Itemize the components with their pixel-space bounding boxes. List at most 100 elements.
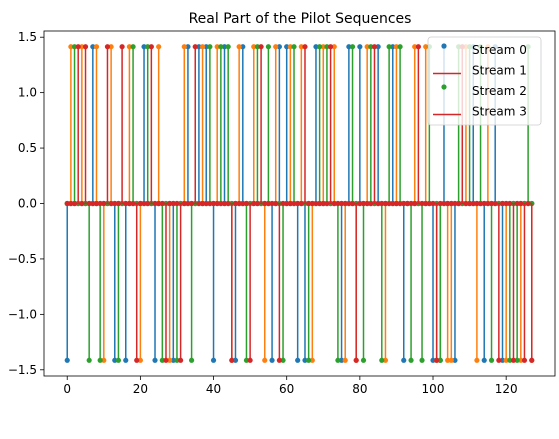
stem-marker <box>207 44 213 50</box>
stem-marker <box>452 357 458 363</box>
stem-marker <box>291 44 297 50</box>
stem-marker <box>112 357 118 363</box>
stem-marker <box>514 357 520 363</box>
stem-marker <box>426 200 432 207</box>
stem-marker <box>145 200 151 207</box>
y-tick-label: 1.5 <box>18 30 37 44</box>
stem-marker <box>243 357 250 363</box>
stem-marker <box>488 200 495 207</box>
stem-marker <box>456 200 462 207</box>
stem-marker <box>251 44 257 50</box>
stem-marker <box>445 200 451 207</box>
stem-marker <box>320 44 326 50</box>
stem-marker <box>221 44 228 50</box>
stem-marker <box>130 200 136 207</box>
stem-marker <box>214 44 220 50</box>
stem-marker <box>499 200 506 207</box>
stem-marker <box>445 357 451 363</box>
stem-marker <box>302 44 308 50</box>
legend[interactable]: Stream 0 Stream 1 Stream 2 Stream 3 <box>427 36 542 126</box>
stem-marker <box>188 200 195 207</box>
stem-marker <box>134 357 140 363</box>
stem-marker <box>258 44 264 50</box>
stem-marker <box>163 357 169 363</box>
stem-marker <box>291 200 297 207</box>
stem-marker <box>97 200 103 207</box>
stem-marker <box>221 200 228 207</box>
stem-marker <box>265 44 272 50</box>
stem-marker <box>112 200 118 207</box>
stem-marker <box>262 200 268 207</box>
stem-marker <box>240 44 246 50</box>
stem-marker <box>93 44 100 50</box>
stem-marker <box>152 357 158 363</box>
stem-marker <box>68 44 74 50</box>
stem-marker <box>375 200 381 207</box>
stem-marker <box>364 200 370 207</box>
stem-marker <box>141 200 147 207</box>
stem-marker <box>71 200 78 207</box>
stem-marker <box>401 200 407 207</box>
stem-marker <box>284 200 290 207</box>
stem-marker <box>331 200 337 207</box>
stem-marker <box>137 357 143 363</box>
stem-marker <box>141 44 147 50</box>
stem-marker <box>419 357 425 363</box>
stem-marker <box>412 200 418 207</box>
stem-marker <box>393 44 400 50</box>
stem-marker <box>481 357 487 363</box>
stem-marker <box>287 44 293 50</box>
stem-marker <box>448 200 454 207</box>
stem-marker <box>295 357 301 363</box>
stem-marker <box>302 357 308 363</box>
stem-marker <box>346 200 352 207</box>
stem-marker <box>280 200 286 207</box>
stem-marker <box>214 200 220 207</box>
stem-marker <box>243 200 250 207</box>
stem-marker <box>251 200 257 207</box>
stem-marker <box>415 44 421 50</box>
stem-marker <box>382 357 389 363</box>
stem-marker <box>306 357 312 363</box>
stem-marker <box>507 357 513 363</box>
stem-marker <box>97 357 103 363</box>
legend-box <box>427 36 542 126</box>
stem-marker <box>210 200 217 207</box>
legend-label: Stream 0 <box>472 43 527 57</box>
stem-marker <box>477 200 484 207</box>
stem-marker <box>306 200 312 207</box>
stem-marker <box>349 200 356 207</box>
stem-marker <box>232 357 239 363</box>
stem-marker <box>276 357 282 363</box>
stem-marker <box>481 200 487 207</box>
stem-marker <box>503 200 509 207</box>
stem-marker <box>203 200 209 207</box>
stem-marker <box>247 357 253 363</box>
stem-marker <box>360 357 367 363</box>
stem-marker <box>518 200 524 207</box>
stem-marker <box>364 44 370 50</box>
stem-marker <box>284 44 290 50</box>
stem-marker <box>338 357 345 363</box>
stem-marker <box>185 44 191 50</box>
stem-marker <box>123 357 129 363</box>
stem-marker <box>390 200 396 207</box>
stem-marker <box>232 200 239 207</box>
stem-marker <box>236 200 242 207</box>
stem-marker <box>119 44 125 50</box>
stem-marker <box>240 200 246 207</box>
legend-marker <box>441 84 447 90</box>
y-tick-label: 0.5 <box>18 141 37 155</box>
stem-marker <box>331 44 337 50</box>
stem-marker <box>503 357 509 363</box>
stem-marker <box>488 357 495 363</box>
stem-marker <box>470 200 476 207</box>
legend-label: Stream 3 <box>472 105 527 119</box>
stem-marker <box>338 200 345 207</box>
stem-marker <box>265 200 272 207</box>
stem-marker <box>174 357 180 363</box>
stem-marker <box>342 357 348 363</box>
stem-marker <box>225 44 231 50</box>
stem-marker <box>90 200 96 207</box>
